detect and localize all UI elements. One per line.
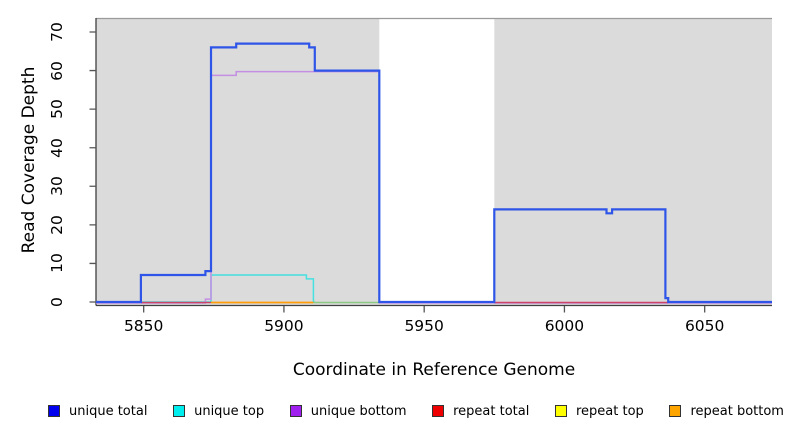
- legend-item: repeat top: [555, 404, 644, 419]
- legend-swatch-icon: [289, 405, 302, 417]
- y-tick-label: 20: [48, 214, 66, 235]
- legend-item: unique top: [173, 404, 264, 419]
- legend-swatch-icon: [669, 405, 682, 417]
- y-tick-label: 30: [48, 176, 66, 197]
- y-tick-label: 10: [48, 253, 66, 274]
- legend-swatch-icon: [48, 405, 60, 417]
- legend-swatch-icon: [173, 405, 186, 417]
- y-tick-label: 50: [48, 99, 66, 120]
- legend-swatch-icon: [432, 405, 445, 417]
- series-unique-total-line: [96, 42, 772, 304]
- legend-item: repeat total: [432, 404, 529, 419]
- legend-label: unique top: [194, 403, 265, 419]
- tick-marks: [89, 31, 706, 313]
- legend-item: repeat bottom: [669, 404, 784, 419]
- no-data-band: [379, 19, 495, 304]
- legend: unique total unique top unique bottom repea…: [48, 399, 784, 423]
- legend-swatch-icon: [555, 405, 567, 417]
- y-axis-title: Read Coverage Depth: [19, 66, 39, 254]
- legend-item: unique bottom: [289, 403, 407, 419]
- legend-label: repeat bottom: [690, 403, 784, 419]
- x-tick-label: 5950: [404, 317, 444, 335]
- x-tick-label: 6050: [684, 317, 725, 335]
- legend-label: repeat top: [576, 403, 644, 419]
- y-tick-label: 0: [48, 297, 66, 307]
- axis-lines: [95, 18, 772, 307]
- y-tick-label: 70: [48, 22, 66, 42]
- x-tick-label: 5900: [264, 317, 304, 335]
- x-tick-label: 5850: [123, 317, 164, 335]
- x-axis-title: Coordinate in Reference Genome: [292, 360, 576, 380]
- legend-label: unique bottom: [310, 403, 407, 419]
- y-tick-label: 40: [48, 137, 66, 158]
- legend-label: repeat total: [453, 403, 530, 419]
- x-tick-label: 6000: [544, 317, 585, 335]
- legend-label: unique total: [69, 403, 148, 419]
- y-tick-label: 60: [48, 60, 66, 81]
- legend-item: unique total: [48, 404, 147, 419]
